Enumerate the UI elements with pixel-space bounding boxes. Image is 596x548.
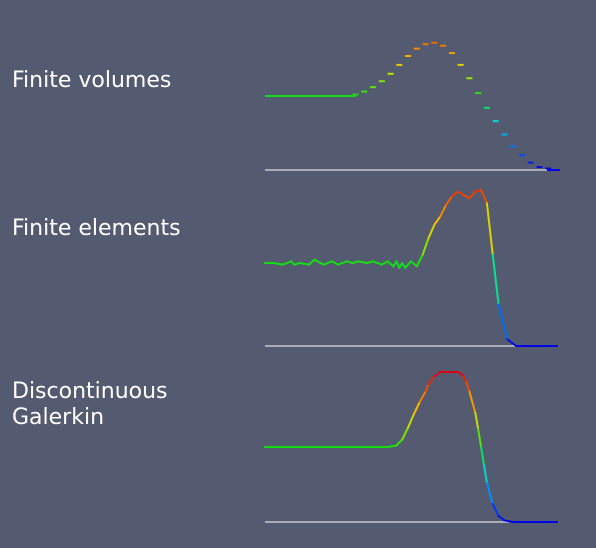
- series-segment: [480, 188, 488, 205]
- series-segment: [281, 260, 293, 266]
- series-segment: [412, 401, 421, 415]
- series-segment: [272, 262, 284, 266]
- series-segment: [293, 262, 302, 266]
- series-segment: [427, 223, 436, 240]
- series-segment: [506, 338, 518, 347]
- series-segment: [407, 413, 415, 429]
- series-segment: [331, 260, 339, 266]
- series-segment: [497, 303, 509, 341]
- series-segment: [433, 371, 442, 378]
- series-segment: [433, 215, 442, 226]
- label-finite-elements: Finite elements: [12, 216, 181, 241]
- series-segment: [450, 190, 459, 198]
- series-segment: [491, 503, 500, 517]
- series-segment: [421, 237, 430, 256]
- series-segment: [410, 260, 418, 268]
- series-segment: [386, 260, 395, 268]
- series-segment: [480, 446, 485, 466]
- series-segment: [386, 444, 398, 448]
- series-segment: [445, 195, 453, 206]
- series-segment: [497, 515, 506, 522]
- series-segment: [465, 381, 471, 393]
- series-segment: [439, 203, 448, 218]
- series-segment: [418, 390, 427, 403]
- series-segment: [307, 258, 316, 266]
- series-segment: [366, 260, 375, 264]
- series-segment: [424, 383, 430, 393]
- series-segment: [483, 464, 488, 484]
- series-segment: [503, 519, 515, 523]
- series-segment: [345, 260, 354, 264]
- label-finite-volumes: Finite volumes: [12, 68, 172, 93]
- series-segment: [299, 262, 310, 266]
- series-segment: [468, 190, 477, 200]
- series-segment: [404, 260, 412, 269]
- label-discontinuous-galerkin: Discontinuous Galerkin: [12, 379, 168, 430]
- series-segment: [415, 253, 424, 268]
- series-segment: [380, 260, 389, 266]
- series-segment: [485, 202, 494, 256]
- series-segment: [337, 260, 348, 266]
- series-segment: [468, 390, 477, 414]
- series-segment: [491, 253, 500, 306]
- series-segment: [395, 438, 404, 447]
- plot-1: [264, 188, 558, 347]
- series-segment: [357, 260, 369, 264]
- series-segment: [485, 482, 494, 505]
- series-segment: [322, 260, 334, 266]
- plot-0: [265, 41, 560, 171]
- series-segment: [351, 260, 360, 264]
- series-segment: [474, 411, 480, 430]
- series-segment: [372, 260, 383, 266]
- plot-2: [264, 371, 558, 523]
- series-segment: [477, 428, 483, 448]
- series-segment: [313, 258, 325, 266]
- series-segment: [456, 190, 465, 196]
- series-segment: [462, 375, 468, 384]
- series-segment: [401, 426, 410, 441]
- series-segment: [462, 193, 471, 200]
- series-segment: [474, 188, 483, 193]
- series-segment: [427, 375, 436, 385]
